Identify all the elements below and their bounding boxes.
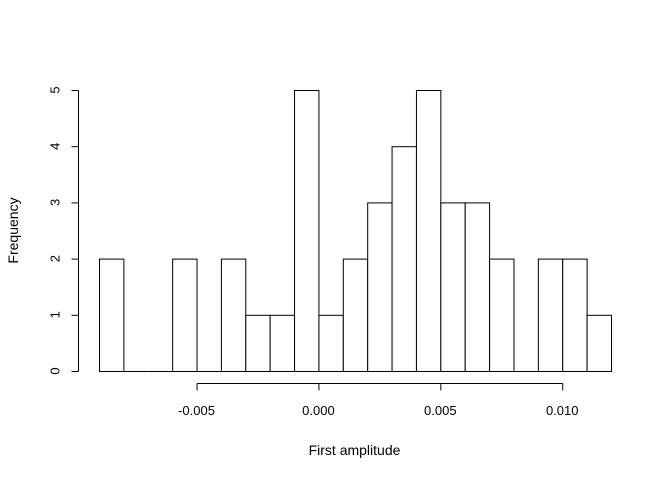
x-axis: -0.005 0.000 0.005 0.010 <box>178 383 579 418</box>
x-tick-label: 0.010 <box>546 403 579 418</box>
y-tick-label: 1 <box>47 311 62 318</box>
histogram-bar <box>537 258 564 373</box>
histogram-bar <box>245 314 271 372</box>
histogram-bar <box>489 258 515 373</box>
y-axis-title: Frequency <box>5 197 21 263</box>
y-tick-label: 4 <box>47 143 62 150</box>
y-tick-label: 2 <box>47 255 62 262</box>
y-tick-label: 3 <box>47 199 62 206</box>
histogram-bar <box>586 314 612 372</box>
histogram-bar <box>220 258 247 373</box>
histogram-bar <box>172 258 198 373</box>
x-axis-title: First amplitude <box>309 442 401 458</box>
histogram-bar <box>415 90 442 372</box>
histogram-bar <box>318 314 344 372</box>
histogram-bars <box>99 90 612 373</box>
histogram-bar <box>464 202 491 372</box>
histogram-bar <box>367 202 393 372</box>
y-tick-label: 5 <box>47 86 62 93</box>
histogram-bar <box>342 258 369 373</box>
histogram-bar <box>294 90 320 372</box>
y-axis: 0 1 2 3 4 5 <box>47 86 79 375</box>
histogram-bar <box>562 258 588 373</box>
histogram-bar <box>391 146 417 372</box>
histogram-bar <box>269 314 296 372</box>
histogram-bar <box>440 202 466 372</box>
y-tick-label: 0 <box>47 367 62 374</box>
histogram-bar <box>99 258 125 373</box>
x-tick-label: 0.005 <box>424 403 457 418</box>
x-tick-label: 0.000 <box>302 403 335 418</box>
x-tick-label: -0.005 <box>178 403 215 418</box>
